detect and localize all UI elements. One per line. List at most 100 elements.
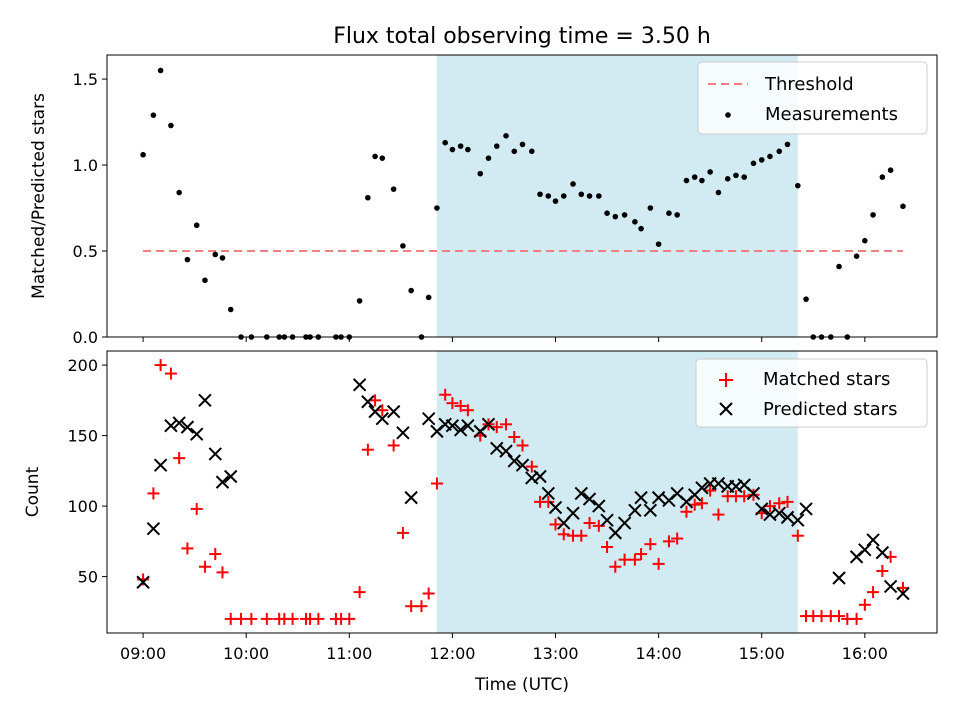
measurement-point [683, 177, 690, 184]
measurement-point [434, 205, 440, 211]
measurement-point [570, 181, 576, 187]
measurement-point [632, 218, 638, 225]
measurement-point [733, 172, 739, 179]
predicted-star-point [643, 503, 658, 518]
matched-star-point [635, 548, 648, 561]
matched-star-point [376, 404, 389, 417]
measurement-point [545, 193, 552, 199]
matched-star-point [662, 535, 675, 548]
measurement-point [493, 143, 500, 149]
measurement-point [699, 177, 705, 184]
matched-star-point [430, 477, 443, 490]
matched-star-point [525, 460, 538, 473]
measurement-point [465, 146, 471, 153]
measurement-point [900, 203, 906, 210]
matched-star-point [680, 505, 693, 518]
matched-star-point [173, 452, 186, 465]
ratio-y-tick-label: 1.0 [73, 156, 98, 175]
matched-star-point [583, 517, 596, 530]
measurement-point [537, 191, 543, 198]
predicted-star-point [780, 510, 795, 525]
measurement-point [674, 212, 680, 218]
matched-star-point [286, 612, 299, 625]
predicted-star-point [164, 419, 178, 433]
matched-star-point [791, 529, 804, 542]
ratio-legend: Threshold Measurements [697, 61, 928, 135]
count-y-tick-label: 200 [67, 356, 98, 375]
matched-star-point [557, 528, 570, 541]
measurement-point [803, 296, 809, 302]
measurement-point [596, 193, 602, 199]
x-tick-label: 14:00 [636, 644, 682, 663]
matched-star-point [454, 399, 467, 412]
matched-star-point [164, 367, 177, 380]
measurement-point [400, 243, 406, 249]
measurement-point [408, 287, 414, 294]
measurement-point [150, 112, 157, 118]
matched-star-point [628, 553, 641, 566]
predicted-legend-marker [719, 402, 733, 416]
matched-star-point [781, 495, 794, 508]
predicted-star-point [791, 513, 805, 527]
predicted-star-point [461, 419, 475, 433]
matched-star-point [490, 421, 503, 434]
measurement-point [511, 148, 518, 155]
measurement-point [477, 170, 484, 177]
matched-star-point [516, 439, 529, 452]
matched-star-point [896, 581, 909, 594]
threshold-legend-label: Threshold [764, 74, 854, 95]
predicted-star-point [883, 579, 898, 594]
matched-legend-label: Matched stars [763, 369, 890, 390]
predicted-star-point [481, 417, 496, 432]
measurement-point [879, 174, 886, 180]
x-tick-label: 15:00 [739, 644, 785, 663]
matched-star-point [147, 487, 160, 500]
measurement-point [604, 210, 610, 216]
count-y-tick-label: 150 [67, 427, 98, 446]
matched-star-point [369, 394, 382, 407]
measurement-point [750, 160, 757, 167]
predicted-star-point [172, 416, 186, 430]
measurement-point [157, 67, 164, 74]
measurement-point [212, 251, 219, 258]
matched-star-point [209, 548, 222, 561]
measurement-point [666, 210, 672, 216]
matched-star-point [190, 502, 203, 515]
predicted-star-point [361, 395, 375, 409]
count-y-tick-label: 50 [78, 568, 98, 587]
matched-star-point [415, 600, 428, 613]
matched-star-point [609, 560, 622, 573]
matched-star-point [850, 612, 863, 625]
predicted-star-point [799, 502, 813, 516]
measurement-point [741, 174, 747, 180]
measurement-point [560, 193, 567, 199]
matched-star-point [773, 497, 786, 510]
predicted-star-point [875, 545, 890, 560]
measurements-legend-label: Measurements [765, 104, 898, 125]
predicted-star-point [866, 533, 880, 547]
measurement-point [795, 182, 801, 189]
predicted-star-point [628, 503, 642, 518]
matched-star-point [763, 500, 776, 513]
matched-star-point [235, 612, 248, 625]
predicted-star-point [224, 469, 238, 484]
predicted-star-point [499, 444, 513, 458]
measurement-point [168, 122, 174, 129]
measurement-point [767, 153, 773, 160]
predicted-star-point [746, 486, 761, 501]
matched-legend-marker [719, 373, 733, 387]
matched-star-point [738, 490, 751, 503]
measurement-point [176, 189, 182, 196]
predicted-star-point [515, 458, 530, 472]
predicted-star-point [208, 447, 222, 461]
matched-star-point [422, 587, 435, 600]
measurement-point [184, 256, 191, 263]
predicted-star-point [490, 441, 504, 455]
ratio-y-tick-label: 1.5 [73, 70, 98, 89]
count-y-tick-label: 100 [67, 497, 98, 516]
chart-title: Flux total observing time = 3.50 h [333, 24, 711, 49]
matched-star-point [405, 600, 418, 613]
measurement-point [519, 141, 526, 148]
predicted-star-point [711, 476, 726, 491]
ratio-panel-frame [106, 54, 938, 338]
